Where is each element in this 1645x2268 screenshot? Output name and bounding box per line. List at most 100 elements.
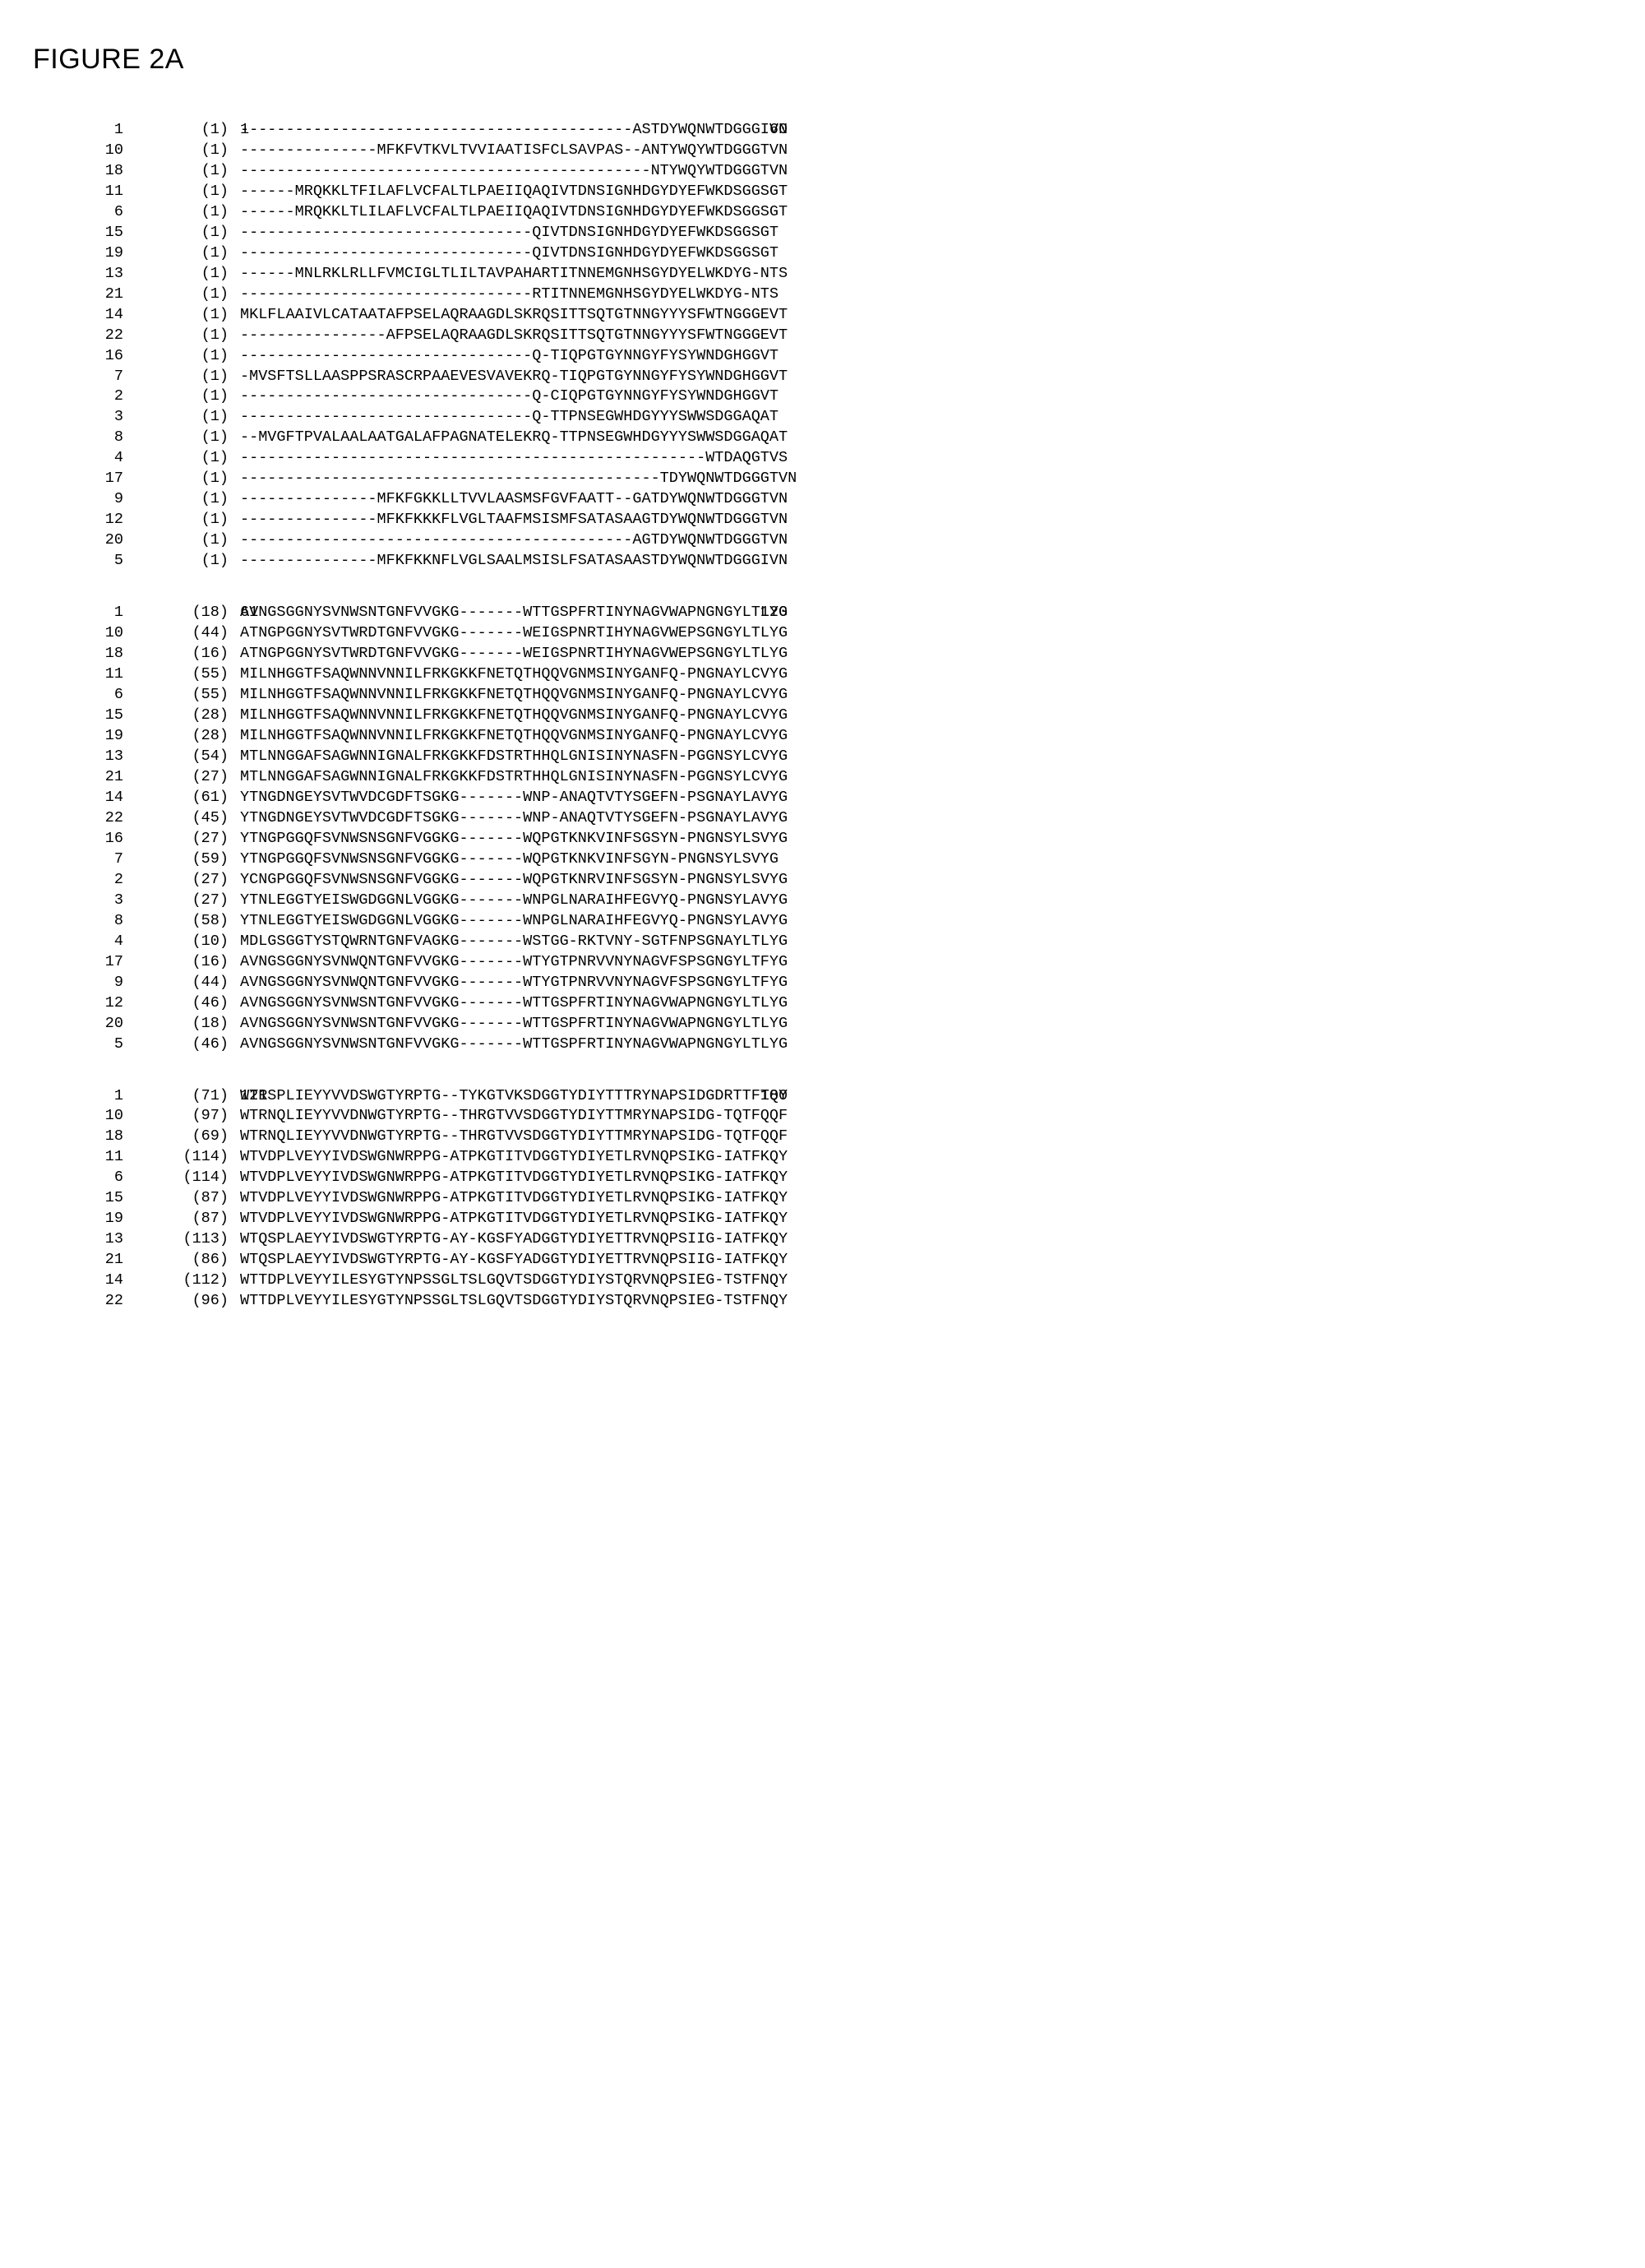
sequence-row: 13(113)WTQSPLAEYYIVDSWGTYRPTG-AY-KGSFYAD… [25,1229,1620,1250]
sequence-row: 22(1)----------------AFPSELAQRAAGDLSKRQS… [25,326,1620,346]
seq-residues: AVNGSGGNYSVNWSNTGNFVVGKG-------WTTGSPFRT… [240,603,788,623]
sequence-row: 10(44)ATNGPGGNYSVTWRDTGNFVVGKG-------WEI… [25,623,1620,644]
seq-pos: (1) [138,428,240,448]
seq-residues: WTRNQLIEYYVVDNWGTYRPTG--THRGTVVSDGGTYDIY… [240,1106,788,1127]
sequence-row: 1(18)AVNGSGGNYSVNWSNTGNFVVGKG-------WTTG… [25,603,1620,623]
sequence-row: 2(27)YCNGPGGQFSVNWSNSGNFVGGKG-------WQPG… [25,870,1620,891]
seq-id: 7 [25,849,138,870]
seq-pos: (1) [138,510,240,530]
sequence-row: 13(1)------MNLRKLRLLFVMCIGLTLILTAVPAHART… [25,264,1620,285]
seq-pos: (86) [138,1250,240,1271]
seq-id: 22 [25,326,138,346]
sequence-row: 5(46)AVNGSGGNYSVNWSNTGNFVVGKG-------WTTG… [25,1034,1620,1055]
sequence-row: 22(96)WTTDPLVEYYILESYGTYNPSSGLTSLGQVTSDG… [25,1291,1620,1312]
seq-id: 3 [25,407,138,428]
sequence-row: 17(1)-----------------------------------… [25,469,1620,489]
seq-pos: (1) [138,285,240,305]
seq-residues: WTVDPLVEYYIVDSWGNWRPPG-ATPKGTITVDGGTYDIY… [240,1188,788,1209]
sequence-row: 15(87)WTVDPLVEYYIVDSWGNWRPPG-ATPKGTITVDG… [25,1188,1620,1209]
seq-id: 9 [25,489,138,510]
seq-pos: (27) [138,767,240,788]
seq-id: 17 [25,469,138,489]
sequence-row: 14(61)YTNGDNGEYSVTWVDCGDFTSGKG-------WNP… [25,788,1620,808]
alignment-block: 1601(1)---------------------------------… [25,120,1620,572]
seq-residues: WTVDPLVEYYIVDSWGNWRPPG-ATPKGTITVDGGTYDIY… [240,1147,788,1168]
seq-residues: YTNGDNGEYSVTWVDCGDFTSGKG-------WNP-ANAQT… [240,808,788,829]
seq-pos: (1) [138,223,240,243]
seq-residues: YTNLEGGTYEISWGDGGNLVGGKG-------WNPGLNARA… [240,911,788,932]
sequence-row: 20(1)-----------------------------------… [25,530,1620,551]
seq-pos: (69) [138,1127,240,1147]
seq-pos: (87) [138,1209,240,1229]
seq-residues: ------MRQKKLTLILAFLVCFALTLPAEIIQAQIVTDNS… [240,202,788,223]
sequence-row: 19(87)WTVDPLVEYYIVDSWGNWRPPG-ATPKGTITVDG… [25,1209,1620,1229]
seq-pos: (96) [138,1291,240,1312]
sequence-row: 21(86)WTQSPLAEYYIVDSWGTYRPTG-AY-KGSFYADG… [25,1250,1620,1271]
seq-id: 18 [25,161,138,182]
sequence-row: 11(114)WTVDPLVEYYIVDSWGNWRPPG-ATPKGTITVD… [25,1147,1620,1168]
seq-id: 3 [25,891,138,911]
seq-id: 18 [25,644,138,664]
seq-residues: ATNGPGGNYSVTWRDTGNFVVGKG-------WEIGSPNRT… [240,623,788,644]
seq-pos: (114) [138,1168,240,1188]
seq-residues: AVNGSGGNYSVNWSNTGNFVVGKG-------WTTGSPFRT… [240,993,788,1014]
seq-id: 22 [25,808,138,829]
sequence-row: 14(1)MKLFLAAIVLCATAATAFPSELAQRAAGDLSKRQS… [25,305,1620,326]
seq-residues: ------MNLRKLRLLFVMCIGLTLILTAVPAHARTITNNE… [240,264,788,285]
sequence-row: 7(59)YTNGPGGQFSVNWSNSGNFVGGKG-------WQPG… [25,849,1620,870]
seq-id: 14 [25,305,138,326]
sequence-row: 8(58)YTNLEGGTYEISWGDGGNLVGGKG-------WNPG… [25,911,1620,932]
sequence-row: 8(1)--MVGFTPVALAALAATGALAFPAGNATELEKRQ-T… [25,428,1620,448]
seq-pos: (16) [138,644,240,664]
seq-residues: WTTDPLVEYYILESYGTYNPSSGLTSLGQVTSDGGTYDIY… [240,1291,788,1312]
seq-residues: AVNGSGGNYSVNWQNTGNFVVGKG-------WTYGTPNRV… [240,973,788,993]
sequence-row: 7(1)-MVSFTSLLAASPPSRASCRPAAEVESVAVEKRQ-T… [25,367,1620,387]
seq-residues: YTNLEGGTYEISWGDGGNLVGGKG-------WNPGLNARA… [240,891,788,911]
seq-pos: (97) [138,1106,240,1127]
seq-pos: (1) [138,448,240,469]
alignment-block: 1211801(71)WTRSPLIEYYVVDSWGTYRPTG--TYKGT… [25,1086,1620,1312]
seq-pos: (45) [138,808,240,829]
seq-id: 2 [25,870,138,891]
seq-pos: (112) [138,1271,240,1291]
seq-id: 19 [25,726,138,747]
alignment-block: 611201(18)AVNGSGGNYSVNWSNTGNFVVGKG------… [25,603,1620,1054]
seq-residues: MDLGSGGTYSTQWRNTGNFVAGKG-------WSTGG-RKT… [240,932,788,952]
sequence-row: 19(28)MILNHGGTFSAQWNNVNNILFRKGKKFNETQTHQ… [25,726,1620,747]
seq-pos: (18) [138,1014,240,1034]
seq-id: 15 [25,706,138,726]
seq-residues: --------------------------------QIVTDNSI… [240,223,779,243]
sequence-row: 6(1)------MRQKKLTLILAFLVCFALTLPAEIIQAQIV… [25,202,1620,223]
seq-residues: ---------------MFKFKKKFLVGLTAAFMSISMFSAT… [240,510,788,530]
seq-pos: (61) [138,788,240,808]
seq-residues: ----------------------------------------… [240,161,788,182]
seq-pos: (55) [138,685,240,706]
seq-residues: MILNHGGTFSAQWNNVNNILFRKGKKFNETQTHQQVGNMS… [240,685,788,706]
sequence-row: 2(1)--------------------------------Q-CI… [25,386,1620,407]
seq-pos: (1) [138,489,240,510]
seq-residues: WTVDPLVEYYIVDSWGNWRPPG-ATPKGTITVDGGTYDIY… [240,1168,788,1188]
seq-id: 14 [25,788,138,808]
seq-id: 8 [25,911,138,932]
seq-residues: WTQSPLAEYYIVDSWGTYRPTG-AY-KGSFYADGGTYDIY… [240,1250,788,1271]
sequence-row: 18(1)-----------------------------------… [25,161,1620,182]
seq-pos: (1) [138,161,240,182]
seq-residues: --------------------------------QIVTDNSI… [240,243,779,264]
sequence-row: 11(1)------MRQKKLTFILAFLVCFALTLPAEIIQAQI… [25,182,1620,202]
seq-residues: AVNGSGGNYSVNWSNTGNFVVGKG-------WTTGSPFRT… [240,1034,788,1055]
seq-id: 1 [25,603,138,623]
seq-pos: (28) [138,706,240,726]
seq-pos: (59) [138,849,240,870]
seq-residues: AVNGSGGNYSVNWQNTGNFVVGKG-------WTYGTPNRV… [240,952,788,973]
sequence-row: 5(1)---------------MFKFKKNFLVGLSAALMSISL… [25,551,1620,572]
sequence-row: 11(55)MILNHGGTFSAQWNNVNNILFRKGKKFNETQTHQ… [25,664,1620,685]
seq-residues: MILNHGGTFSAQWNNVNNILFRKGKKFNETQTHQQVGNMS… [240,706,788,726]
sequence-row: 21(1)--------------------------------RTI… [25,285,1620,305]
ruler-start: 1 [240,120,249,141]
seq-id: 13 [25,264,138,285]
ruler-end: 120 [760,603,788,623]
seq-pos: (1) [138,346,240,367]
seq-pos: (1) [138,305,240,326]
sequence-row: 12(1)---------------MFKFKKKFLVGLTAAFMSIS… [25,510,1620,530]
seq-residues: ---------------MFKFGKKLLTVVLAASMSFGVFAAT… [240,489,788,510]
